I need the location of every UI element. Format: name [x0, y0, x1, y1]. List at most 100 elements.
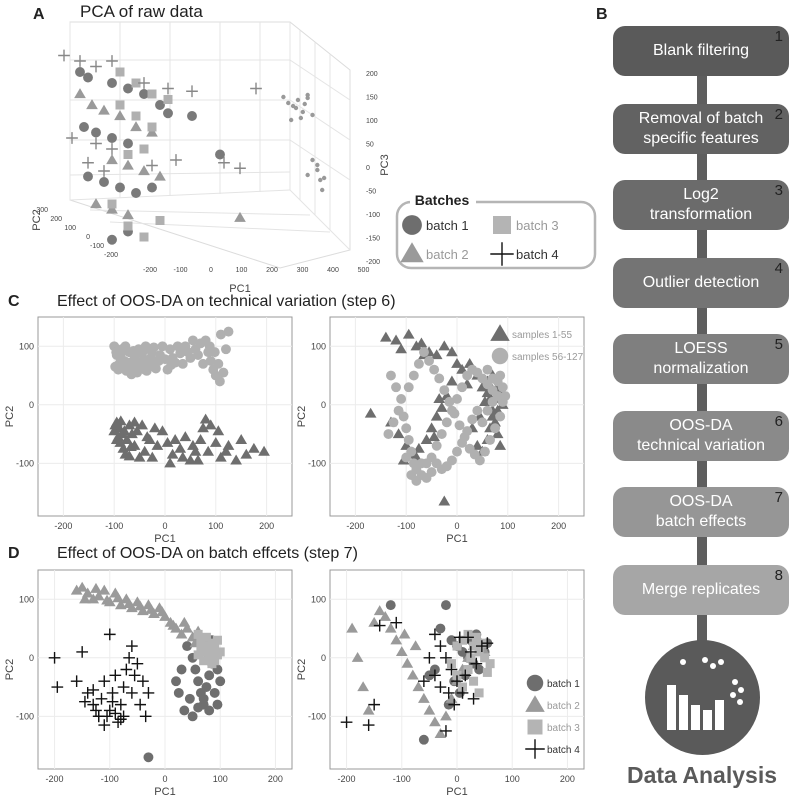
point-samples-1-55: [395, 343, 407, 354]
point-batch-4: [123, 651, 135, 664]
point-samples-56-127: [198, 358, 209, 369]
pca-point-batch-4: [58, 49, 70, 62]
panel-c-title: Effect of OOS-DA on technical variation …: [57, 293, 396, 310]
point-batch-1: [474, 664, 485, 675]
point-samples-56-127: [388, 417, 399, 428]
point-samples-1-55: [176, 451, 189, 462]
point-samples-56-127: [452, 446, 462, 457]
pc2-tick: 300: [36, 207, 48, 214]
point-batch-1: [385, 600, 396, 611]
pc3-tick: 100: [366, 118, 378, 125]
pca-projection-point: [295, 97, 301, 103]
pca-point-batch-1: [131, 188, 141, 198]
point-batch-1: [193, 676, 204, 687]
point-samples-56-127: [439, 385, 450, 396]
pipeline-step-5: LOESS normalization 5: [613, 334, 789, 384]
pca-projection-point: [315, 167, 320, 173]
point-samples-1-55: [143, 434, 156, 445]
point-batch-2: [379, 610, 392, 621]
point-batch-3: [207, 638, 217, 648]
point-batch-2: [440, 710, 452, 721]
point-samples-1-55: [220, 445, 232, 456]
x-tick-label: -200: [338, 774, 356, 784]
point-samples-56-127: [383, 429, 394, 440]
legend-marker-batch-4: [525, 739, 545, 759]
pc3-tick: -200: [366, 259, 380, 266]
point-batch-4: [87, 698, 100, 711]
pc2-tick: -100: [90, 243, 104, 250]
point-samples-56-127: [213, 358, 224, 369]
x-tick-label: -200: [46, 774, 64, 784]
point-samples-56-127: [221, 344, 231, 355]
pca-point-batch-2: [154, 170, 166, 181]
point-samples-1-55: [197, 422, 209, 433]
pca-projection-point: [320, 187, 325, 193]
point-samples-1-55: [110, 434, 123, 445]
point-batch-2: [418, 692, 430, 703]
point-samples-56-127: [436, 429, 447, 440]
pca-point-batch-2: [234, 211, 246, 222]
point-batch-1: [193, 702, 204, 713]
point-samples-1-55: [215, 451, 227, 462]
point-batch-4: [117, 681, 130, 693]
point-batch-4: [440, 725, 452, 737]
x-axis-label: PC1: [154, 533, 175, 545]
y-tick-label: 100: [311, 594, 326, 604]
point-batch-3: [469, 641, 479, 651]
point-batch-4: [423, 651, 436, 664]
pca-point-batch-4: [186, 85, 198, 98]
point-samples-56-127: [434, 373, 445, 384]
point-batch-2: [384, 622, 397, 633]
pca-point-batch-2: [130, 121, 142, 132]
point-batch-3: [446, 659, 456, 669]
point-samples-1-55: [258, 445, 270, 456]
point-batch-4: [98, 719, 111, 731]
pca-point-batch-3: [131, 111, 141, 121]
point-samples-56-127: [205, 355, 216, 366]
point-samples-56-127: [223, 326, 234, 337]
pca-projection-point: [298, 115, 304, 121]
pca-point-batch-1: [83, 72, 93, 83]
y-axis-label: PC2: [296, 406, 308, 427]
point-batch-4: [98, 675, 111, 688]
y-tick-label: -100: [16, 458, 34, 468]
point-batch-4: [434, 640, 447, 652]
point-samples-56-127: [482, 405, 493, 416]
point-batch-2: [390, 634, 403, 645]
point-samples-1-55: [425, 422, 438, 433]
point-batch-2: [346, 622, 358, 633]
y-axis-label: PC2: [4, 659, 16, 680]
pca-point-batch-4: [98, 165, 110, 177]
point-samples-56-127: [121, 365, 132, 376]
batches-legend: Batches batch 1 batch 3 batch 2 batch 4: [395, 192, 597, 270]
pca-projection-point: [305, 92, 310, 98]
pca-projection-point: [318, 177, 323, 183]
panel-label-a: A: [33, 6, 45, 23]
pca-point-batch-3: [123, 150, 133, 159]
point-batch-2: [398, 628, 411, 639]
step-number: 8: [774, 567, 783, 584]
point-batch-2: [395, 646, 408, 657]
point-batch-3: [463, 665, 473, 674]
pc3-tick: 150: [366, 95, 378, 102]
point-batch-1: [179, 705, 190, 716]
point-batch-1: [201, 682, 212, 693]
point-batch-2: [178, 616, 191, 627]
point-samples-1-55: [410, 340, 423, 351]
point-samples-56-127: [454, 420, 465, 431]
legend-label: batch 3: [547, 723, 580, 734]
point-samples-56-127: [177, 358, 188, 369]
point-samples-56-127: [482, 364, 493, 375]
point-batch-4: [390, 616, 403, 629]
point-samples-1-55: [248, 442, 260, 453]
point-samples-1-55: [479, 396, 491, 406]
point-batch-3: [469, 676, 479, 686]
y-tick-label: 0: [29, 400, 34, 410]
legend-marker-batch-2: [525, 695, 545, 712]
point-samples-1-55: [476, 381, 489, 392]
point-batch-3: [466, 653, 476, 663]
point-samples-1-55: [192, 454, 204, 465]
pca-point-batch-2: [106, 154, 118, 165]
pc3-tick: 0: [366, 165, 370, 172]
legend-label: batch 4: [516, 247, 559, 262]
